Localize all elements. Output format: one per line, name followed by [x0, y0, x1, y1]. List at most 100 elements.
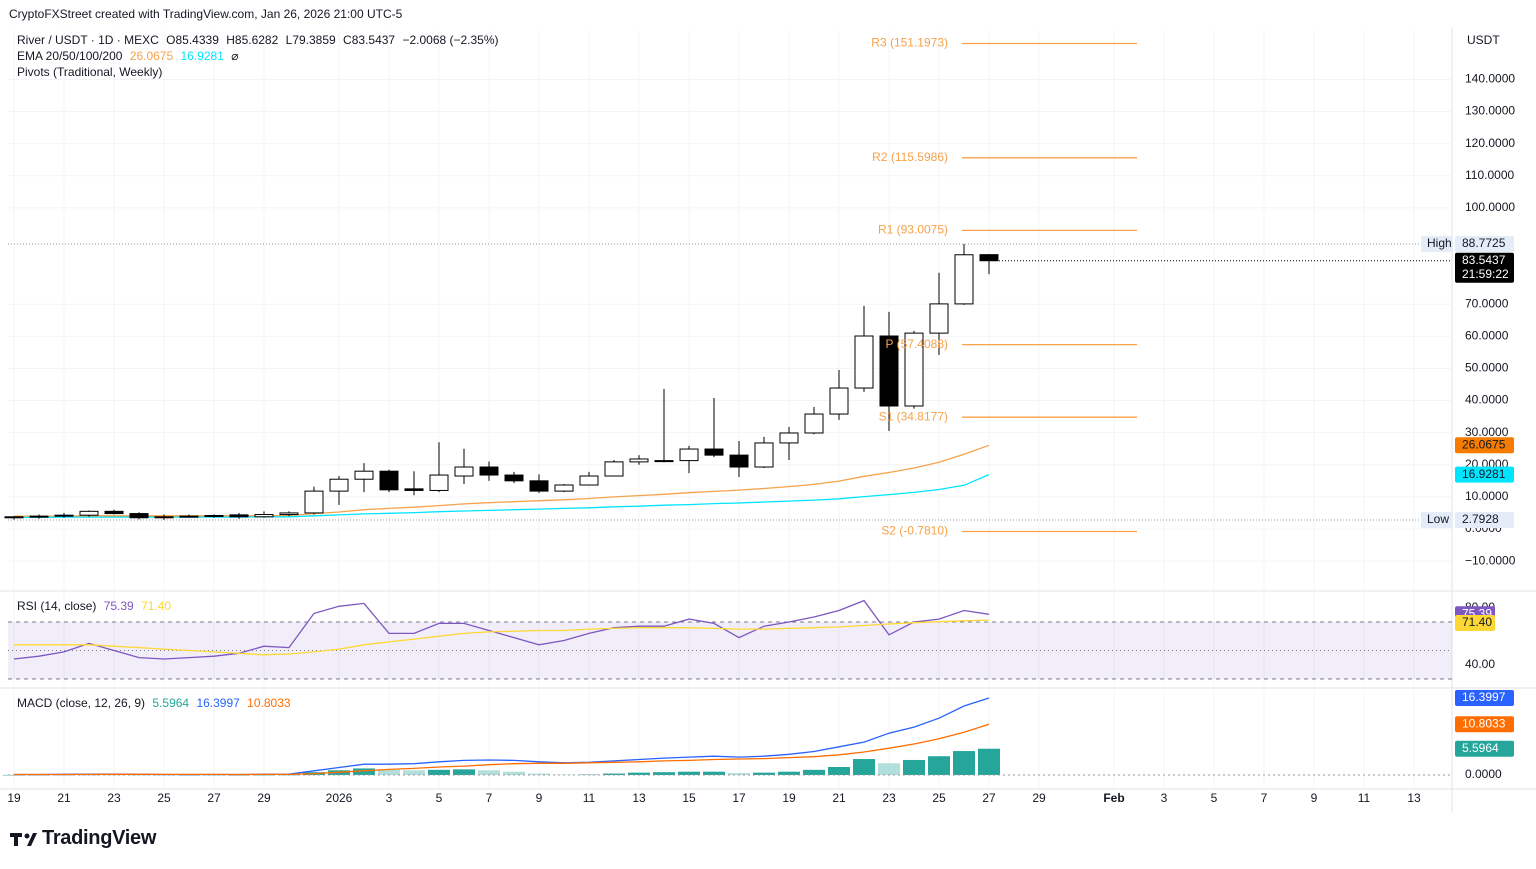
- pivot-label: P (57.4088): [886, 337, 949, 351]
- pivot-label: S1 (34.8177): [879, 409, 948, 423]
- candle-body: [554, 484, 574, 492]
- ohlc-letter: L: [285, 33, 293, 47]
- marker-badge: [1421, 512, 1453, 529]
- histogram-bar: [778, 771, 800, 775]
- histogram-bar: [928, 756, 950, 775]
- close-value: 83.5437: [351, 33, 396, 47]
- candle-body: [279, 512, 299, 516]
- legend: EMA 20/50/100/200 26.0675 16.9281 ⌀: [17, 49, 242, 63]
- x-tick-label: 19: [7, 791, 21, 805]
- candle-body: [929, 303, 949, 334]
- x-tick-label: 21: [57, 791, 71, 805]
- x-tick-label: 9: [536, 791, 543, 805]
- y-tick-label: 40.0000: [1465, 393, 1509, 407]
- histogram-bar: [853, 759, 875, 775]
- candle-body: [679, 448, 699, 462]
- legend-value: 5.5964: [152, 696, 190, 710]
- x-tick-label: 19: [782, 791, 796, 805]
- x-tick-label: 9: [1311, 791, 1318, 805]
- series-line: [13, 599, 990, 660]
- price-badge: [1455, 740, 1514, 757]
- y-tick-label: −10.0000: [1465, 553, 1516, 567]
- countdown: 21:59:22: [1462, 267, 1509, 281]
- legend-value: ⌀: [231, 49, 239, 63]
- candle-body: [404, 488, 424, 491]
- histogram-bar: [478, 770, 500, 775]
- price-badge-label: 88.7725: [1462, 236, 1506, 250]
- x-tick-label: 27: [982, 791, 996, 805]
- candle-body: [329, 478, 349, 492]
- pivot-label: S2 (-0.7810): [881, 524, 948, 538]
- histogram-bar: [453, 769, 475, 775]
- candle-body: [179, 515, 199, 518]
- candle-body: [254, 514, 274, 518]
- histogram-bar: [903, 759, 925, 775]
- legend: River / USDT · 1D · MEXC O85.4339 H85.62…: [17, 33, 503, 47]
- brand: TradingView: [42, 827, 157, 849]
- indicator-label: RSI (14, close): [17, 599, 97, 613]
- price-badge: [1455, 252, 1514, 283]
- candle-body: [4, 516, 24, 519]
- series-line: [14, 444, 990, 517]
- x-tick-label: 23: [882, 791, 896, 805]
- candle-body: [454, 466, 474, 477]
- y-tick-label: 110.0000: [1465, 168, 1514, 182]
- candle-body: [304, 490, 324, 514]
- y-tick-label: 140.0000: [1465, 72, 1515, 86]
- candle-body: [779, 432, 799, 444]
- candle-body: [79, 510, 99, 516]
- ohlc-letter: C: [343, 33, 352, 47]
- legend-value: 16.3997: [196, 696, 240, 710]
- candle-body: [29, 515, 49, 518]
- x-tick-label: 17: [732, 791, 746, 805]
- histogram-bar: [353, 768, 375, 775]
- histogram-bar: [728, 773, 750, 775]
- brand-icon: [10, 833, 37, 846]
- histogram-bar: [428, 769, 450, 775]
- candle-body: [504, 474, 524, 482]
- histogram-bar: [878, 763, 900, 775]
- histogram-bar: [403, 770, 425, 775]
- indicator-label: EMA 20/50/100/200: [17, 49, 123, 63]
- x-tick-label: 25: [157, 791, 171, 805]
- pivot-label: R2 (115.5986): [872, 150, 948, 164]
- price-badge-label: 2.7928: [1462, 512, 1499, 526]
- y-tick-label: 120.0000: [1465, 136, 1515, 150]
- candle-body: [954, 254, 974, 305]
- y-tick-label: 40.00: [1465, 657, 1495, 671]
- x-tick-label: 27: [207, 791, 221, 805]
- price-badge: [1455, 512, 1514, 529]
- candle-body: [854, 335, 874, 389]
- candle-body: [879, 335, 899, 407]
- candle-body: [804, 413, 824, 434]
- histogram-bar: [703, 771, 725, 775]
- x-tick-label: 3: [1161, 791, 1168, 805]
- x-tick-label: 5: [1211, 791, 1218, 805]
- x-tick-label: 13: [632, 791, 646, 805]
- candle-body: [54, 514, 74, 517]
- candle-body: [729, 454, 749, 468]
- ohlc-letter: H: [226, 33, 235, 47]
- symbol-title: River / USDT · 1D · MEXC: [17, 33, 159, 47]
- candle-body: [979, 254, 999, 262]
- x-tick-label: 21: [832, 791, 846, 805]
- legend-value: 71.40: [141, 599, 172, 613]
- y-tick-label: 130.0000: [1465, 104, 1515, 118]
- x-tick-label: 15: [682, 791, 696, 805]
- candle-body: [704, 448, 724, 456]
- legend: Pivots (Traditional, Weekly): [17, 65, 166, 79]
- candle-body: [129, 513, 149, 519]
- price-badge: [1455, 235, 1514, 252]
- series-line: [14, 474, 990, 519]
- pivot-label: R3 (151.1973): [871, 36, 948, 50]
- candle-body: [579, 475, 599, 486]
- histogram-bar: [628, 772, 650, 775]
- price-badge: [1455, 689, 1514, 706]
- y-tick-label: 70.0000: [1465, 296, 1509, 310]
- price-badge-label: 16.3997: [1462, 690, 1506, 704]
- legend-value: 26.0675: [129, 49, 174, 63]
- indicator-label: Pivots (Traditional, Weekly): [17, 65, 163, 79]
- histogram-bar: [978, 748, 1000, 775]
- price-badge-label: 71.40: [1462, 615, 1492, 629]
